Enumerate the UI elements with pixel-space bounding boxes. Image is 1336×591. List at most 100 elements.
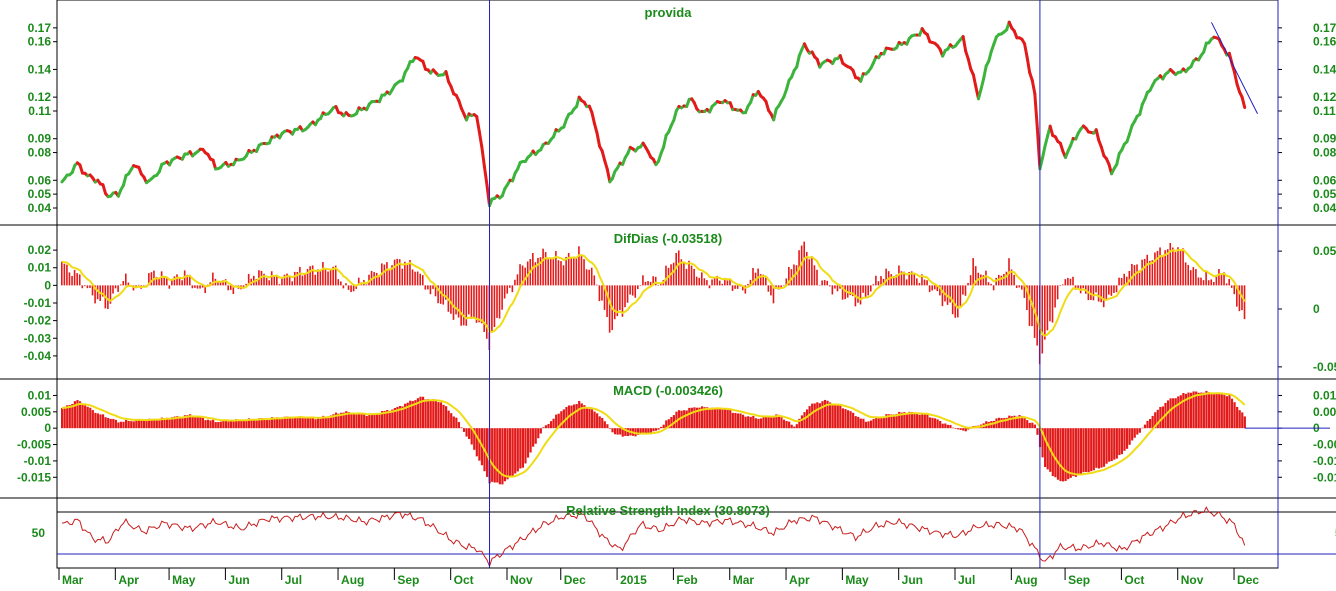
- difdias-bar: [109, 285, 112, 304]
- difdias-bar: [1236, 285, 1238, 307]
- difdias-bar: [852, 285, 854, 297]
- macd-bar: [526, 428, 530, 458]
- macd-bar: [491, 428, 494, 482]
- difdias-bar: [1213, 282, 1215, 286]
- macd-bar: [276, 417, 279, 429]
- macd-bar: [71, 403, 74, 429]
- macd-bar: [862, 418, 865, 429]
- macd-bar: [887, 414, 891, 429]
- macd-bar: [209, 420, 212, 429]
- macd-bar: [931, 417, 934, 429]
- difdias-bar: [1013, 274, 1015, 286]
- difdias-bar: [352, 285, 355, 292]
- difdias-bar: [818, 284, 821, 286]
- macd-bar: [429, 399, 432, 429]
- macd-bar: [1128, 428, 1131, 445]
- macd-bar: [163, 418, 166, 429]
- macd-panel-title: MACD (-0.003426): [613, 383, 723, 398]
- macd-bar: [112, 418, 115, 429]
- macd-bar: [708, 409, 711, 429]
- macd-bar: [176, 416, 179, 429]
- difdias-bar: [567, 252, 570, 286]
- difdias-bar: [1097, 285, 1100, 302]
- macd-bar: [457, 422, 460, 429]
- difdias-bar: [1184, 262, 1187, 286]
- macd-bar: [793, 426, 796, 429]
- difdias-bar: [462, 285, 465, 326]
- macd-bar: [101, 414, 105, 429]
- difdias-bar: [406, 263, 409, 286]
- y-tick-label: 0.12: [28, 90, 52, 104]
- difdias-bar: [71, 275, 73, 286]
- macd-bar: [736, 413, 740, 429]
- macd-bar: [401, 406, 404, 429]
- macd-bar: [514, 428, 517, 474]
- macd-bar: [199, 416, 202, 429]
- macd-bar: [299, 416, 302, 429]
- difdias-bar: [649, 281, 652, 286]
- macd-bar: [253, 419, 256, 429]
- macd-bar: [890, 414, 893, 429]
- difdias-bar: [844, 285, 846, 300]
- difdias-bar: [598, 285, 601, 302]
- difdias-panel-title: DifDias (-0.03518): [614, 231, 722, 246]
- difdias-bar: [1061, 284, 1064, 286]
- difdias-bar: [324, 269, 327, 286]
- difdias-bar: [836, 285, 839, 292]
- difdias-bar: [565, 256, 567, 286]
- macd-bar: [869, 420, 873, 429]
- difdias-bar: [278, 284, 281, 286]
- price-segment-down: [1232, 70, 1239, 86]
- macd-bar: [1118, 428, 1121, 455]
- difdias-bar: [76, 273, 78, 286]
- price-segment-down: [444, 70, 451, 84]
- macd-bar: [1138, 428, 1141, 433]
- macd-bar: [580, 403, 583, 429]
- difdias-bar: [393, 259, 396, 286]
- difdias-bar: [839, 285, 841, 289]
- difdias-bar: [1131, 263, 1133, 286]
- macd-bar: [829, 402, 832, 429]
- macd-bar: [86, 406, 89, 429]
- macd-bar: [81, 404, 84, 429]
- difdias-bar: [1069, 278, 1072, 286]
- macd-bar: [462, 428, 466, 432]
- y-tick-label: 50: [32, 526, 46, 540]
- difdias-bar: [1164, 250, 1166, 286]
- macd-bar: [99, 414, 102, 429]
- macd-bar: [1200, 392, 1203, 429]
- y-tick-label: 0.16: [28, 35, 52, 49]
- macd-bar: [532, 428, 535, 447]
- difdias-bar: [780, 285, 782, 288]
- x-tick-label: Mar: [733, 573, 755, 587]
- difdias-bar: [867, 285, 869, 296]
- macd-bar: [258, 418, 261, 429]
- difdias-bar: [834, 285, 836, 289]
- macd-bar: [1090, 428, 1093, 472]
- difdias-bar: [941, 285, 944, 307]
- macd-bar: [954, 428, 957, 429]
- macd-bar: [918, 414, 921, 429]
- macd-bar: [311, 417, 315, 429]
- macd-bar: [880, 416, 883, 429]
- difdias-bar: [1064, 279, 1067, 286]
- difdias-bar: [347, 285, 350, 290]
- macd-bar: [450, 413, 453, 429]
- price-segment-down: [211, 158, 218, 171]
- difdias-bar: [672, 262, 675, 286]
- difdias-bar: [503, 285, 506, 299]
- macd-bar: [1189, 392, 1193, 429]
- macd-bar: [1187, 392, 1190, 429]
- y-tick-label: -0.005: [17, 438, 51, 452]
- macd-bar: [1015, 416, 1019, 429]
- difdias-bar: [1169, 243, 1172, 286]
- macd-bar: [155, 419, 158, 429]
- macd-bar: [503, 428, 507, 482]
- y-tick-label-right: 0.16: [1313, 35, 1336, 49]
- macd-bar: [1028, 422, 1031, 429]
- difdias-bar: [875, 275, 877, 286]
- y-tick-label: 0.02: [28, 243, 52, 257]
- difdias-bar: [1207, 280, 1210, 286]
- macd-bar: [365, 415, 368, 429]
- difdias-bar: [68, 272, 71, 286]
